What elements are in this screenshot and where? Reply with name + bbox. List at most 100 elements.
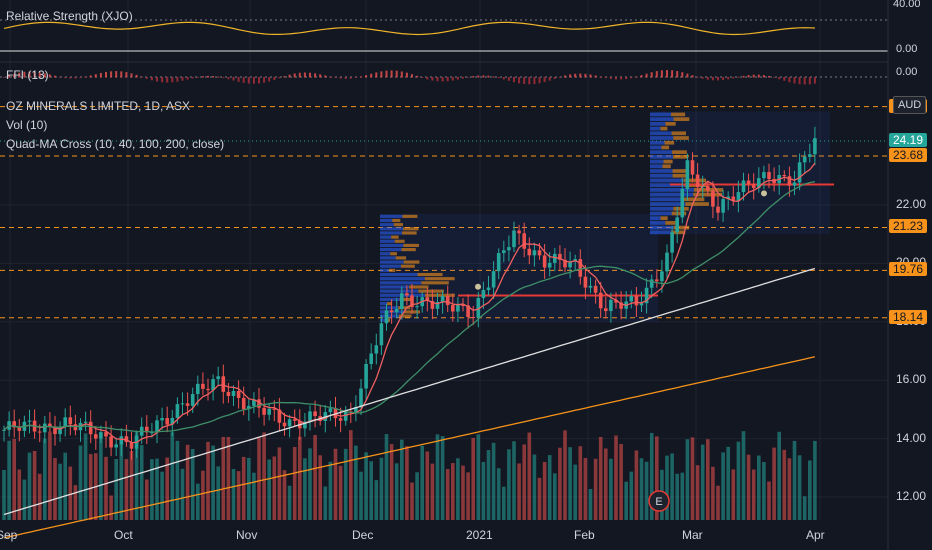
volume-bar <box>634 450 639 520</box>
profile-row <box>650 145 662 150</box>
volume-bar <box>711 466 715 520</box>
rs-axis-bottom: 0.00 <box>896 43 918 55</box>
volume-bar <box>721 452 725 520</box>
volume-bar <box>318 455 322 520</box>
profile-row <box>380 314 399 318</box>
candle-body <box>486 287 491 291</box>
candle-body <box>721 199 725 213</box>
volume-bar <box>241 456 246 520</box>
ffi-bar <box>354 77 357 78</box>
x-tick-label: Oct <box>114 528 133 542</box>
candle-body <box>2 429 6 431</box>
volume-bar <box>216 466 220 520</box>
volume-bar <box>670 453 674 520</box>
candle-body <box>94 434 98 439</box>
candle-body <box>160 418 164 421</box>
ffi-bar <box>38 72 41 78</box>
candle-body <box>267 408 271 415</box>
profile-row <box>421 281 449 285</box>
ma-indicator-label[interactable]: Quad-MA Cross (10, 40, 100, 200, close) <box>6 137 225 151</box>
volume-bar <box>588 488 593 520</box>
profile-row <box>417 272 443 277</box>
profile-row <box>650 136 674 140</box>
ffi-bar <box>89 75 92 78</box>
volume-bar <box>145 479 149 520</box>
ffi-bar <box>538 77 541 84</box>
profile-row <box>380 252 391 256</box>
profile-row <box>398 306 411 310</box>
currency-badge[interactable]: AUD <box>893 96 927 114</box>
candle-body <box>58 426 62 435</box>
level-price-tag: 21.23 <box>889 219 928 234</box>
candle-body <box>547 262 552 268</box>
ffi-bar <box>783 77 786 81</box>
ffi-bar <box>456 77 459 80</box>
profile-row <box>387 302 392 306</box>
candle-body <box>644 287 649 304</box>
volume-bar <box>624 481 628 520</box>
volume-bar <box>160 471 164 520</box>
candle-body <box>165 418 169 425</box>
volume-bar <box>252 472 256 520</box>
candle-body <box>226 391 231 396</box>
ffi-bar <box>523 77 526 85</box>
ffi-bar <box>263 77 266 83</box>
candle-body <box>466 305 470 317</box>
volume-bar <box>389 444 394 520</box>
candle-body <box>706 186 710 191</box>
volume-indicator-label[interactable]: Vol (10) <box>6 118 48 132</box>
ffi-bar <box>110 71 113 78</box>
ffi-bar <box>125 72 128 78</box>
ffi-bar <box>732 77 735 79</box>
volume-bar <box>746 454 751 520</box>
ffi-indicator-label[interactable]: FFI (13) <box>6 68 49 82</box>
profile-row <box>401 231 417 235</box>
profile-row <box>380 248 402 252</box>
ffi-bar <box>115 71 118 78</box>
ffi-bar <box>278 77 281 79</box>
candle-body <box>221 376 226 392</box>
candle-body <box>451 305 455 312</box>
profile-row <box>380 272 418 277</box>
y-tick-label: 16.00 <box>896 372 927 387</box>
candle-body <box>180 403 185 405</box>
ffi-bar <box>722 77 725 81</box>
profile-row <box>380 235 392 239</box>
candle-body <box>190 394 195 406</box>
ffi-bar <box>467 76 470 78</box>
volume-bar <box>813 440 817 520</box>
rs-line <box>3 21 815 36</box>
profile-row <box>650 221 666 225</box>
ffi-bar <box>543 77 546 83</box>
volume-bar <box>598 436 603 520</box>
volume-bar <box>772 447 776 520</box>
volume-bar <box>282 470 287 520</box>
volume-bar <box>517 463 521 520</box>
ffi-bar <box>666 70 668 78</box>
candle-body <box>384 310 389 324</box>
volume-bar <box>685 439 690 520</box>
volume-bar <box>277 447 282 520</box>
volume-bar <box>706 439 710 520</box>
candle-body <box>338 418 343 421</box>
ffi-bar <box>446 77 449 82</box>
ffi-bar <box>201 76 204 78</box>
profile-row <box>400 264 415 268</box>
volume-bar <box>73 485 78 520</box>
ffi-bar <box>441 77 444 82</box>
rs-indicator-label[interactable]: Relative Strength (XJO) <box>6 9 133 23</box>
candle-body <box>685 160 690 190</box>
profile-row <box>650 117 674 121</box>
profile-row <box>672 155 689 159</box>
candle-body <box>104 432 108 437</box>
candle-body <box>558 253 562 260</box>
ffi-bar <box>298 72 301 78</box>
volume-bar <box>338 465 343 520</box>
profile-row <box>650 211 672 216</box>
ffi-bar <box>793 77 796 84</box>
candle-body <box>588 285 593 288</box>
ffi-bar <box>283 76 286 78</box>
volume-bar <box>527 432 532 520</box>
ffi-bar <box>227 77 230 80</box>
